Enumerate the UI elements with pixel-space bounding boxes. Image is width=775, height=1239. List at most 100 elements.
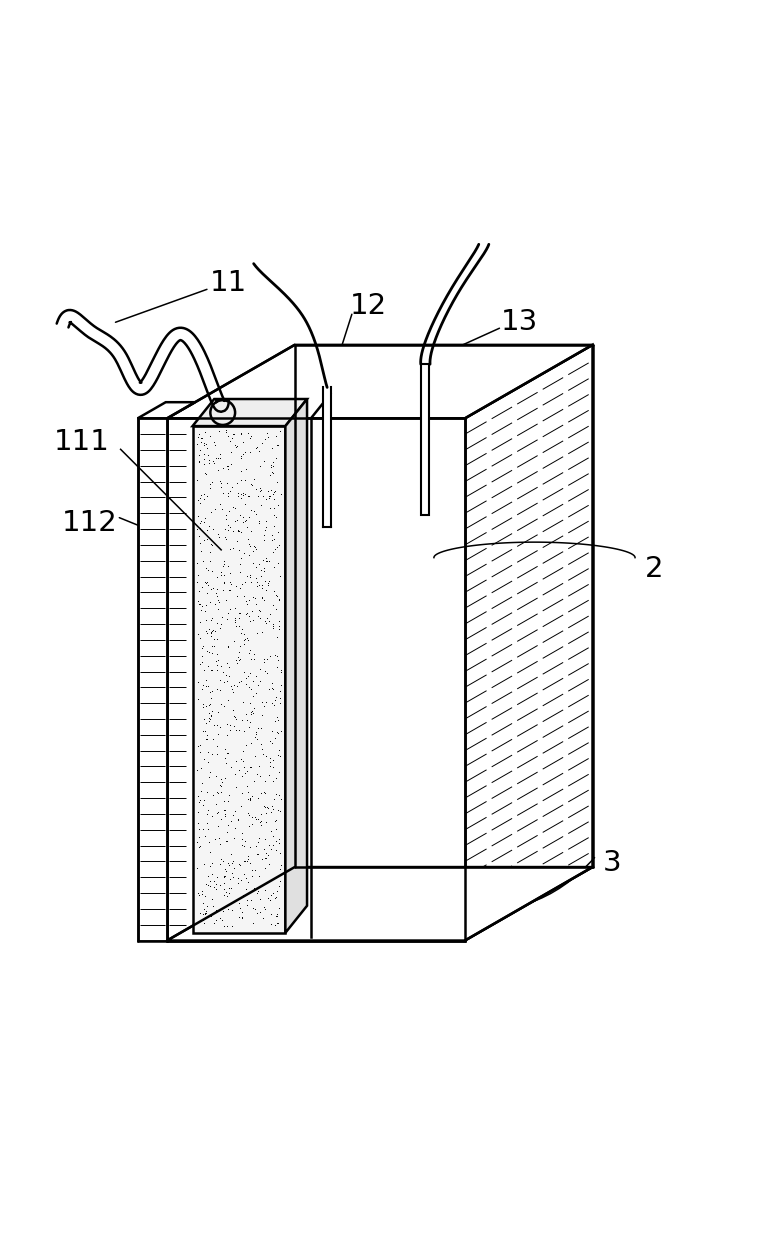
Point: [247, 610, 260, 629]
Point: [234, 506, 246, 525]
Point: [218, 551, 230, 571]
Point: [226, 851, 239, 871]
Point: [248, 644, 260, 664]
Point: [237, 721, 250, 741]
Point: [257, 840, 270, 860]
Point: [234, 422, 246, 442]
Point: [236, 835, 248, 855]
Point: [250, 479, 262, 499]
Point: [232, 873, 245, 893]
Point: [218, 866, 230, 886]
Point: [224, 844, 236, 864]
Point: [270, 449, 282, 468]
Point: [272, 494, 284, 514]
Point: [194, 836, 206, 856]
Point: [260, 512, 273, 532]
Point: [192, 624, 205, 644]
Point: [198, 909, 210, 929]
Point: [267, 615, 279, 634]
Point: [202, 445, 215, 465]
Point: [258, 530, 270, 550]
Point: [191, 883, 204, 903]
Point: [229, 818, 241, 838]
Point: [270, 784, 282, 804]
Point: [232, 760, 245, 779]
Polygon shape: [421, 364, 429, 515]
Point: [242, 850, 254, 870]
Point: [254, 812, 267, 831]
Point: [215, 477, 227, 497]
Point: [246, 913, 259, 933]
Point: [227, 867, 239, 887]
Point: [264, 498, 276, 518]
Point: [254, 812, 267, 831]
Point: [233, 855, 246, 875]
Point: [253, 510, 266, 530]
Point: [259, 571, 271, 591]
Point: [216, 499, 229, 519]
Point: [243, 817, 255, 836]
Point: [251, 763, 264, 783]
Point: [232, 643, 245, 663]
Point: [256, 850, 268, 870]
Point: [236, 574, 248, 593]
Point: [257, 897, 270, 917]
Point: [220, 529, 232, 549]
Point: [233, 608, 246, 628]
Point: [237, 486, 250, 506]
Point: [244, 694, 257, 714]
Point: [203, 876, 215, 896]
Point: [208, 452, 220, 472]
Point: [246, 701, 259, 721]
Point: [238, 851, 250, 871]
Point: [202, 572, 214, 592]
Point: [239, 470, 251, 489]
Point: [226, 477, 238, 497]
Point: [215, 694, 227, 714]
Point: [230, 510, 243, 530]
Point: [256, 738, 268, 758]
Point: [209, 911, 222, 930]
Point: [214, 908, 226, 928]
Point: [202, 675, 215, 695]
Point: [250, 746, 262, 766]
Point: [200, 574, 212, 593]
Point: [243, 643, 256, 663]
Point: [198, 432, 210, 452]
Point: [206, 636, 219, 655]
Point: [233, 907, 246, 927]
Point: [236, 507, 249, 527]
Point: [224, 580, 236, 600]
Point: [224, 517, 236, 536]
Point: [253, 478, 266, 498]
Point: [270, 906, 282, 926]
Point: [264, 752, 276, 772]
Point: [245, 426, 257, 446]
Point: [228, 632, 240, 652]
Point: [202, 742, 214, 762]
Point: [191, 506, 204, 525]
Point: [258, 652, 270, 672]
Point: [202, 655, 215, 675]
Point: [243, 545, 256, 565]
Point: [273, 876, 285, 896]
Point: [266, 693, 278, 712]
Point: [192, 527, 205, 546]
Point: [224, 676, 236, 696]
Point: [273, 620, 285, 639]
Point: [202, 752, 215, 772]
Point: [236, 711, 248, 731]
Point: [239, 628, 252, 648]
Text: 111: 111: [54, 427, 110, 456]
Point: [243, 607, 255, 627]
Point: [239, 572, 251, 592]
Point: [224, 431, 236, 451]
Point: [191, 591, 204, 611]
Point: [225, 455, 237, 475]
Point: [220, 506, 232, 525]
Point: [194, 903, 206, 923]
Point: [237, 662, 250, 681]
Point: [222, 515, 234, 535]
Point: [275, 789, 288, 809]
Point: [261, 572, 274, 592]
